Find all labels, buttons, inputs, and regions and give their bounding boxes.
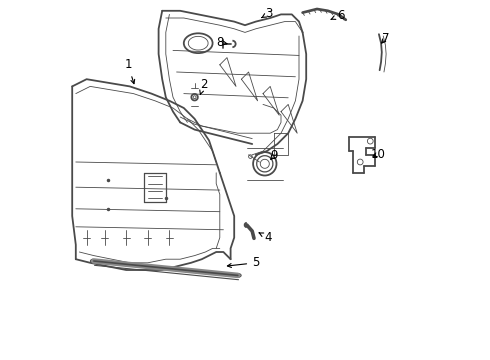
Text: 4: 4	[259, 231, 272, 244]
Text: 8: 8	[216, 36, 227, 49]
Text: 7: 7	[382, 32, 389, 45]
Text: 10: 10	[371, 148, 386, 161]
Text: 3: 3	[262, 7, 272, 20]
Text: 9: 9	[270, 149, 277, 162]
Text: 2: 2	[200, 78, 207, 94]
Text: 6: 6	[331, 9, 344, 22]
Text: 1: 1	[124, 58, 135, 84]
Text: 5: 5	[227, 256, 260, 269]
